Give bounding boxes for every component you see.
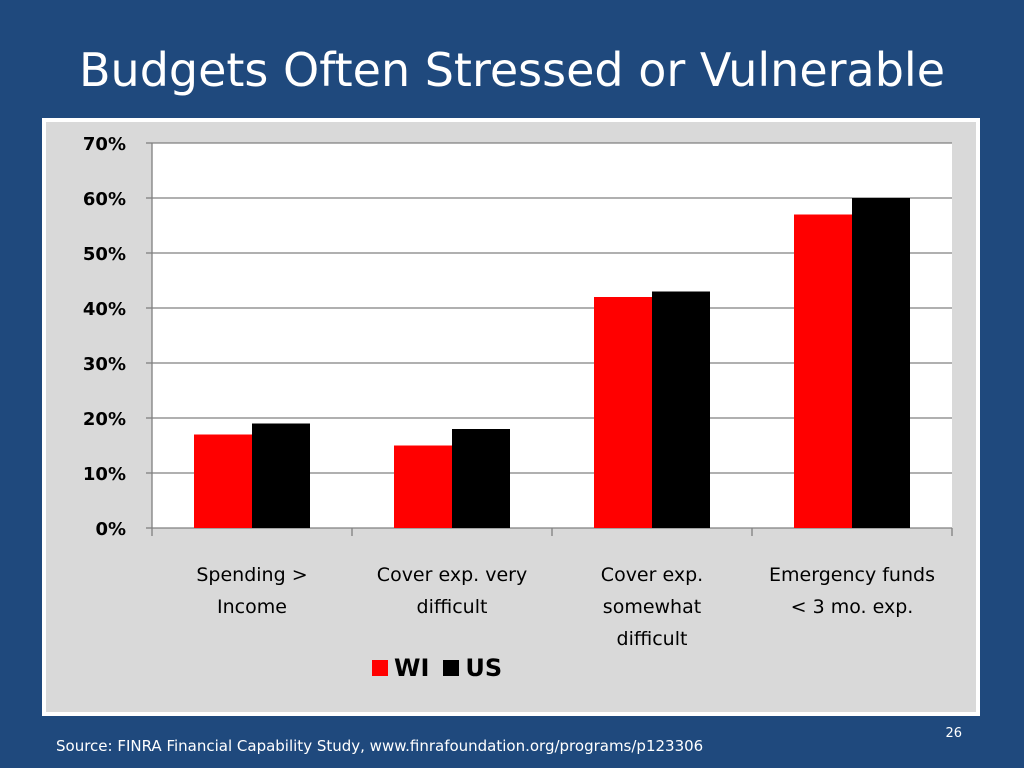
bar-wi-3 [594,297,652,528]
bar-us-3 [652,291,710,528]
legend-label-us: US [465,654,503,682]
x-category-label: Cover exp. [601,564,703,586]
legend-label-wi: WI [394,654,430,682]
x-category-label: somewhat [603,596,701,618]
y-tick-label: 30% [83,354,126,375]
x-category-label: Income [217,596,287,618]
y-tick-label: 50% [83,244,126,265]
y-tick-label: 60% [83,189,126,210]
legend-item-wi: WI [372,654,429,682]
slide-title: Budgets Often Stressed or Vulnerable [78,43,946,97]
x-category-label: Spending > [196,564,307,586]
y-tick-label: 40% [83,299,126,320]
source-note: Source: FINRA Financial Capability Study… [56,737,704,755]
bar-us-4 [852,198,910,528]
page-number: 26 [945,726,962,741]
x-category-label: difficult [617,628,688,650]
y-tick-label: 20% [83,409,126,430]
y-tick-label: 0% [95,519,126,540]
y-tick-label: 10% [83,464,126,485]
legend-item-us: US [443,654,502,682]
x-category-label: < 3 mo. exp. [791,596,914,618]
bar-wi-4 [794,214,852,528]
bar-us-2 [452,429,510,528]
x-category-label: Emergency funds [769,564,935,586]
bar-wi-1 [194,434,252,528]
legend-swatch-us [443,660,460,676]
x-category-label: difficult [417,596,488,618]
x-category-label: Cover exp. very [377,564,527,586]
chart-legend: WI US [372,654,508,682]
y-tick-label: 70% [83,134,126,155]
bar-us-1 [252,423,310,528]
bar-wi-2 [394,445,452,528]
legend-swatch-wi [372,660,388,676]
